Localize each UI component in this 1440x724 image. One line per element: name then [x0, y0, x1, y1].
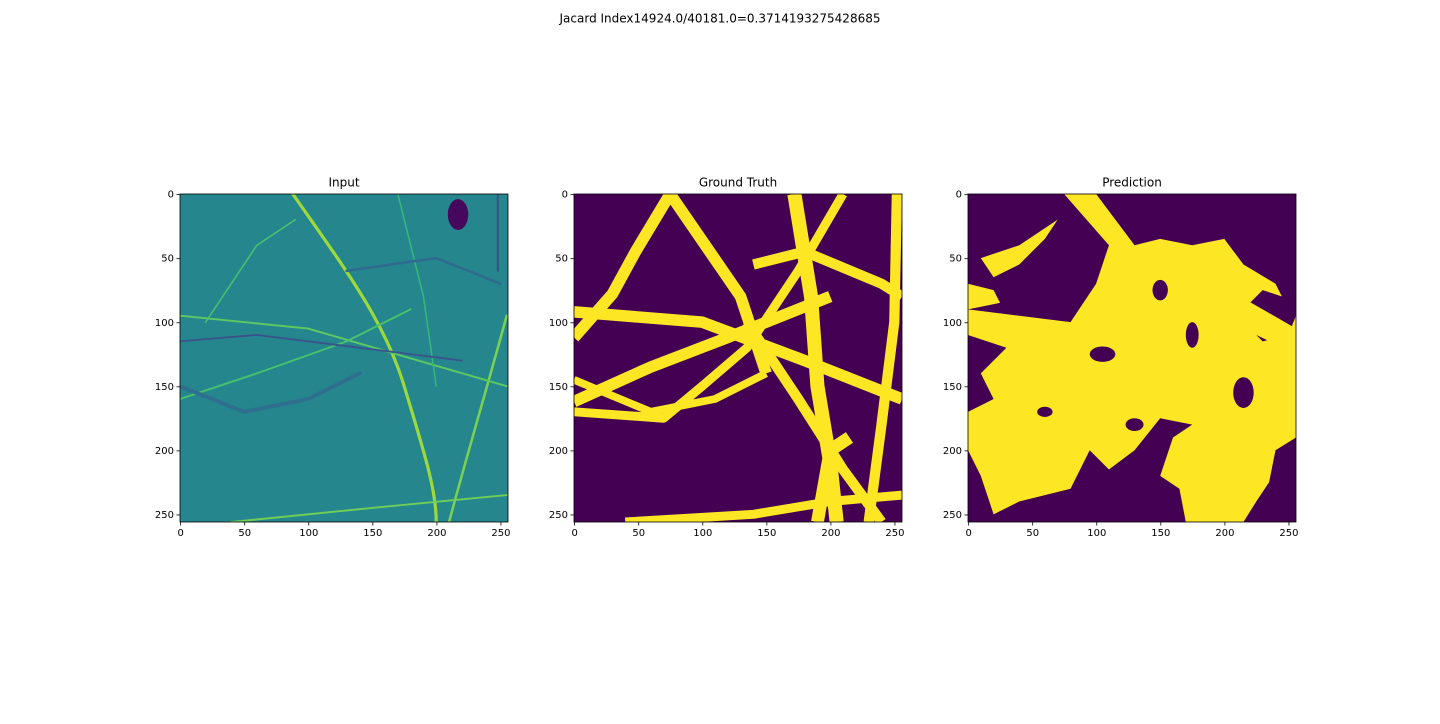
y-tick-label: 200: [943, 446, 962, 457]
x-tick-label: 50: [1026, 528, 1039, 539]
x-tick-label: 150: [757, 528, 776, 539]
input-image: [180, 194, 508, 522]
x-tick-label: 100: [693, 528, 712, 539]
y-tick-label: 250: [155, 510, 174, 521]
y-tick-label: 0: [168, 190, 174, 201]
y-tick-label: 0: [956, 190, 962, 201]
axes-frame: [967, 193, 1297, 523]
y-tick-label: 150: [943, 382, 962, 393]
x-tick-label: 0: [177, 528, 183, 539]
y-tick-label: 200: [155, 446, 174, 457]
x-tick-label: 200: [1215, 528, 1234, 539]
y-tick-label: 150: [155, 382, 174, 393]
axes-frame: [573, 193, 903, 523]
x-tick-label: 150: [1151, 528, 1170, 539]
x-tick-label: 100: [1087, 528, 1106, 539]
x-tick-label: 0: [571, 528, 577, 539]
y-tick-label: 150: [549, 382, 568, 393]
y-tick-label: 100: [943, 318, 962, 329]
y-tick-label: 0: [562, 190, 568, 201]
figure-title: Jacard Index14924.0/40181.0=0.3714193275…: [559, 12, 881, 26]
x-tick-label: 0: [965, 528, 971, 539]
axes-title: Prediction: [1102, 176, 1162, 190]
y-tick-label: 200: [549, 446, 568, 457]
ground-truth-image: [574, 194, 902, 522]
y-tick-label: 50: [949, 254, 962, 265]
y-tick-label: 100: [549, 318, 568, 329]
axes-frame: [179, 193, 509, 523]
y-tick-label: 50: [555, 254, 568, 265]
axes-title: Ground Truth: [699, 176, 777, 190]
y-tick-label: 100: [155, 318, 174, 329]
x-tick-label: 50: [238, 528, 251, 539]
y-tick-label: 250: [943, 510, 962, 521]
x-tick-label: 200: [427, 528, 446, 539]
x-tick-label: 250: [885, 528, 904, 539]
x-tick-label: 150: [363, 528, 382, 539]
axes-title: Input: [328, 176, 359, 190]
y-tick-label: 250: [549, 510, 568, 521]
y-tick-label: 50: [161, 254, 174, 265]
x-tick-label: 250: [1279, 528, 1298, 539]
x-tick-label: 250: [491, 528, 510, 539]
x-tick-label: 50: [632, 528, 645, 539]
x-tick-label: 100: [299, 528, 318, 539]
prediction-image: [968, 194, 1296, 522]
x-tick-label: 200: [821, 528, 840, 539]
